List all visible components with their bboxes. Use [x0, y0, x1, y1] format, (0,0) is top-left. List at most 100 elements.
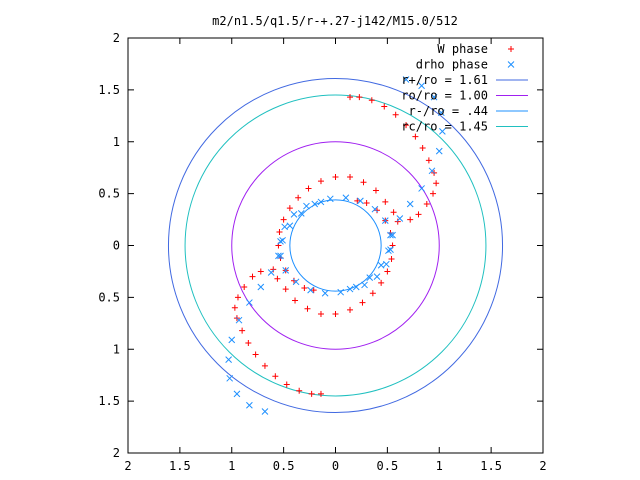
point-0-62: [403, 122, 410, 129]
point-1-36: [326, 195, 334, 203]
x-tick-label-8: 2: [539, 459, 546, 473]
point-0-43: [295, 194, 302, 201]
x-tick-label-6: 1: [436, 459, 443, 473]
y-tick-label-6: 1: [113, 135, 120, 149]
y-tick-label-4: 0: [113, 239, 120, 253]
point-0-42: [286, 205, 293, 212]
x-tick-label-3: 0.5: [273, 459, 295, 473]
point-0-25: [239, 327, 246, 334]
y-tick-label-5: 0.5: [98, 187, 120, 201]
point-0-48: [360, 179, 367, 186]
point-1-14: [385, 247, 392, 255]
point-1-24: [418, 82, 425, 90]
point-0-34: [310, 287, 317, 294]
point-1-44: [246, 299, 253, 306]
plot-area: [167, 76, 504, 415]
point-0-11: [347, 306, 354, 313]
point-1-2: [290, 211, 298, 218]
point-1-42: [267, 269, 275, 276]
point-1-11: [352, 283, 360, 291]
y-tick-label-3: 0.5: [98, 290, 120, 304]
point-1-46: [228, 336, 236, 344]
point-1-22: [437, 109, 445, 117]
point-0-18: [270, 266, 277, 273]
point-0-44: [305, 185, 312, 192]
point-0-61: [412, 133, 419, 140]
point-0-14: [304, 305, 311, 312]
point-0-22: [234, 294, 241, 301]
point-0-9: [369, 290, 376, 297]
point-0-29: [272, 373, 279, 380]
point-0-32: [308, 390, 315, 397]
point-1-41: [275, 252, 282, 260]
point-1-50: [246, 401, 253, 409]
point-1-17: [406, 200, 414, 208]
legend-marker-1: [507, 61, 515, 68]
point-0-27: [252, 351, 259, 358]
point-1-40: [279, 236, 286, 244]
point-1-48: [226, 374, 234, 382]
point-0-30: [283, 381, 290, 388]
point-0-19: [257, 268, 264, 275]
y-tick-label-7: 1.5: [98, 83, 120, 97]
x-tick-label-4: 0: [332, 459, 339, 473]
x-tick-label-7: 1.5: [480, 459, 502, 473]
point-1-5: [277, 252, 284, 260]
point-1-13: [377, 261, 385, 269]
point-0-36: [291, 277, 297, 284]
point-1-43: [257, 283, 265, 291]
y-tick-label-8: 2: [113, 31, 120, 45]
point-0-50: [382, 198, 389, 205]
point-1-34: [357, 197, 364, 205]
legend-label-2: r+/ro = 1.61: [401, 73, 488, 87]
point-1-33: [371, 205, 379, 213]
point-0-59: [425, 157, 432, 164]
y-tick-label-1: 1.5: [98, 394, 120, 408]
legend-label-0: W phase: [437, 42, 488, 56]
point-1-35: [342, 194, 350, 202]
point-0-57: [433, 180, 440, 187]
point-0-41: [280, 216, 287, 223]
point-0-0: [354, 197, 361, 204]
point-0-10: [359, 299, 366, 306]
circle-1: [231, 141, 440, 350]
series-1: [225, 76, 446, 415]
point-1-7: [292, 278, 300, 286]
point-0-63: [392, 111, 399, 118]
point-0-16: [282, 286, 289, 293]
x-tick-label-5: 0.5: [377, 459, 399, 473]
point-0-65: [368, 97, 375, 104]
circle-2: [289, 199, 382, 292]
point-1-15: [389, 231, 396, 239]
x-tick-label-2: 1: [228, 459, 235, 473]
point-0-8: [378, 279, 385, 286]
point-1-23: [430, 93, 438, 101]
point-0-67: [347, 94, 354, 101]
y-tick-label-0: 2: [113, 446, 120, 460]
point-0-2: [374, 207, 380, 214]
point-1-20: [435, 147, 443, 155]
point-1-26: [346, 285, 354, 293]
point-0-12: [332, 310, 339, 317]
point-0-54: [415, 211, 422, 218]
point-1-9: [321, 289, 329, 297]
point-0-28: [261, 362, 268, 369]
point-1-49: [233, 390, 241, 398]
point-0-55: [423, 201, 430, 207]
point-1-4: [277, 237, 284, 245]
point-1-18: [418, 185, 425, 192]
point-0-46: [332, 174, 339, 181]
point-0-26: [245, 340, 252, 347]
point-1-28: [373, 273, 381, 280]
point-1-10: [337, 288, 345, 296]
point-0-7: [384, 268, 391, 275]
axes: 2 1.5 1 0.5 0 0.5 1 1.5 221.510.500.511.52: [98, 31, 546, 473]
y-tick-label-2: 1: [113, 342, 120, 356]
point-1-51: [261, 408, 269, 415]
point-0-64: [381, 103, 388, 110]
point-1-6: [282, 267, 290, 274]
point-0-49: [372, 187, 379, 194]
point-1-19: [428, 167, 436, 175]
point-0-53: [407, 216, 414, 223]
